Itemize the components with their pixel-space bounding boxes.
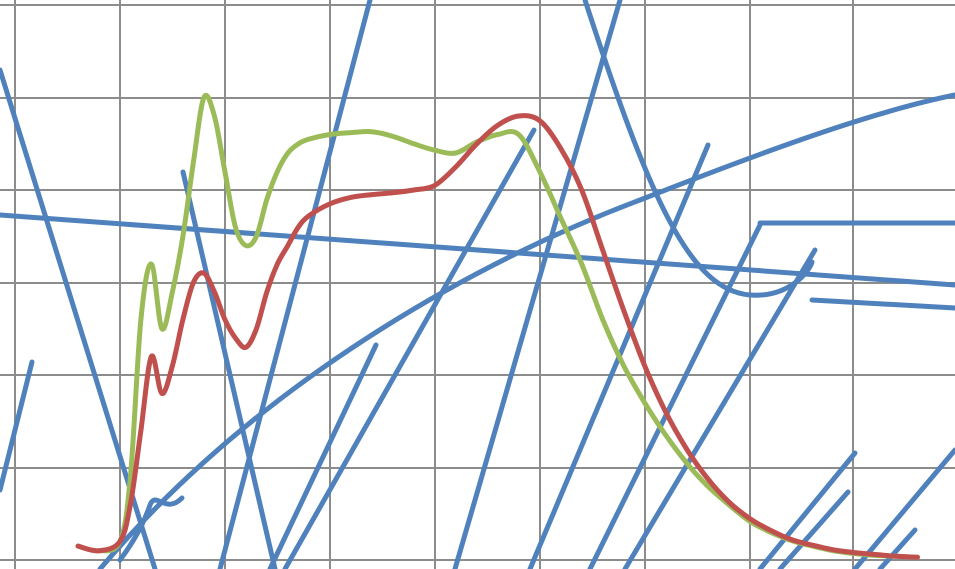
- pen-stroke: [852, 447, 955, 569]
- pen-stroke: [777, 489, 851, 569]
- pen-stroke: [267, 342, 379, 569]
- pen-stroke: [452, 0, 623, 569]
- pen-stroke: [180, 169, 278, 569]
- series-line-green: [75, 92, 920, 560]
- pen-stroke: [217, 0, 373, 569]
- series-line-red: [75, 113, 920, 560]
- pen-stroke: [757, 450, 858, 569]
- pen-stroke: [282, 127, 537, 569]
- pen-stroke: [0, 212, 955, 288]
- pen-stroke: [809, 297, 955, 311]
- pen-stroke: [97, 92, 955, 569]
- pen-stroke: [622, 247, 818, 569]
- pen-stroke: [0, 359, 35, 493]
- pen-stroke: [587, 222, 763, 569]
- pen-stroke: [582, 0, 815, 298]
- pen-stroke: [877, 527, 918, 569]
- pen-stroke: [117, 495, 185, 563]
- plot-series: [75, 92, 920, 560]
